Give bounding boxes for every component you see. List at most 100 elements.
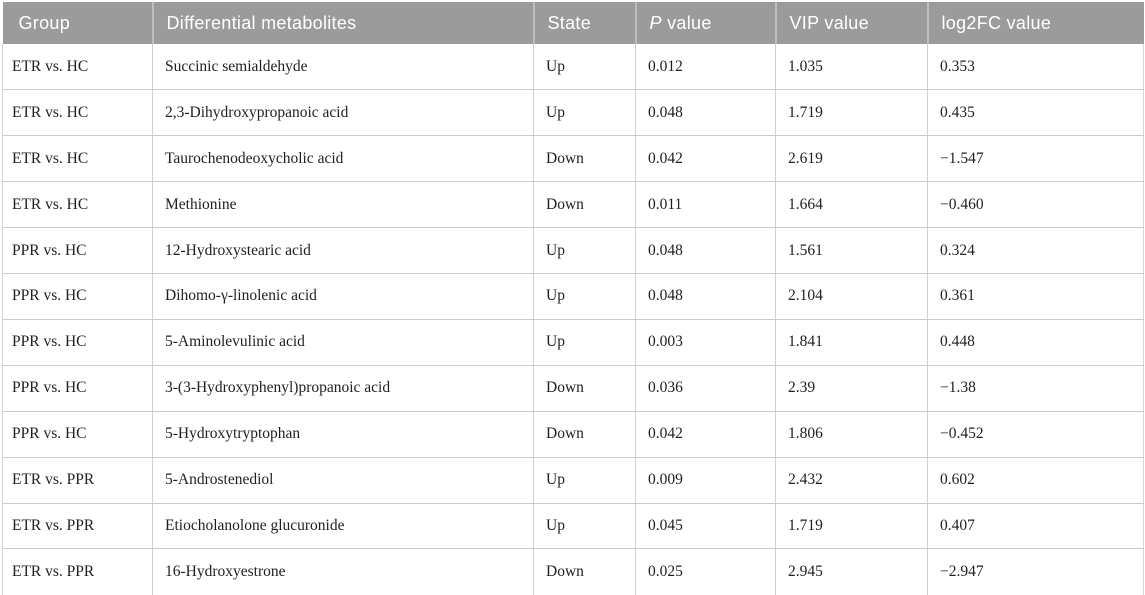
cell-metabolite: 3-(3-Hydroxyphenyl)propanoic acid [152,365,534,412]
cell-p-value: 0.048 [635,89,776,137]
cell-p-value: 0.009 [635,457,776,504]
table-row: PPR vs. HC 5-Aminolevulinic acid Up 0.00… [2,319,1144,366]
cell-metabolite: 16-Hydroxyestrone [152,548,534,595]
cell-vip-value: 2.432 [775,457,928,504]
cell-vip-value: 1.664 [775,181,928,229]
cell-log2fc-value: −1.547 [927,135,1144,183]
table-row: ETR vs. HC Succinic semialdehyde Up 0.01… [2,44,1144,91]
table-row: ETR vs. HC 2,3-Dihydroxypropanoic acid U… [2,89,1144,137]
header-text: VIP value [789,12,869,33]
cell-vip-value: 1.806 [775,411,928,458]
header-text: State [547,12,592,33]
column-header-differential-metabolites: Differential metabolites [151,2,534,44]
cell-vip-value: 1.719 [775,89,928,137]
column-header-p-value: P value [634,2,776,44]
cell-log2fc-value: 0.435 [927,89,1144,137]
cell-group: ETR vs. PPR [2,457,153,504]
cell-p-value: 0.042 [635,135,776,183]
cell-state: Down [533,181,636,229]
cell-metabolite: Succinic semialdehyde [152,44,534,91]
cell-vip-value: 2.39 [775,365,928,412]
cell-log2fc-value: 0.407 [927,503,1144,550]
cell-log2fc-value: −2.947 [927,548,1144,595]
cell-p-value: 0.003 [635,319,776,366]
cell-log2fc-value: 0.324 [927,227,1144,275]
cell-vip-value: 1.719 [775,503,928,550]
header-italic-part: P [649,12,662,33]
cell-group: PPR vs. HC [2,319,153,366]
cell-group: ETR vs. HC [2,135,153,183]
column-header-state: State [532,2,636,44]
header-text: value [661,12,712,33]
header-text: Differential metabolites [166,12,357,33]
cell-vip-value: 1.841 [775,319,928,366]
cell-metabolite: Dihomo-γ-linolenic acid [152,273,534,320]
cell-p-value: 0.048 [635,273,776,320]
table-row: PPR vs. HC 12-Hydroxystearic acid Up 0.0… [2,227,1144,275]
cell-group: ETR vs. PPR [2,548,153,595]
cell-p-value: 0.025 [635,548,776,595]
table-row: ETR vs. PPR Etiocholanolone glucuronide … [2,503,1144,550]
cell-p-value: 0.042 [635,411,776,458]
column-header-group: Group [2,2,153,44]
cell-metabolite: 5-Androstenediol [152,457,534,504]
column-header-vip-value: VIP value [774,2,928,44]
cell-group: ETR vs. HC [2,89,153,137]
cell-vip-value: 2.104 [775,273,928,320]
cell-log2fc-value: 0.361 [927,273,1144,320]
cell-log2fc-value: −0.460 [927,181,1144,229]
cell-log2fc-value: 0.602 [927,457,1144,504]
table-row: ETR vs. PPR 5-Androstenediol Up 0.009 2.… [2,457,1144,504]
table-row: PPR vs. HC 3-(3-Hydroxyphenyl)propanoic … [2,365,1144,412]
table-body: ETR vs. HC Succinic semialdehyde Up 0.01… [2,44,1144,595]
cell-vip-value: 1.035 [775,44,928,91]
cell-state: Up [533,227,636,275]
cell-vip-value: 1.561 [775,227,928,275]
table-row: ETR vs. HC Taurochenodeoxycholic acid Do… [2,135,1144,183]
header-text: Group [18,12,71,33]
header-text: log2FC value [941,12,1052,33]
cell-metabolite: Methionine [152,181,534,229]
cell-metabolite: 12-Hydroxystearic acid [152,227,534,275]
cell-log2fc-value: −1.38 [927,365,1144,412]
cell-state: Up [533,273,636,320]
cell-log2fc-value: −0.452 [927,411,1144,458]
cell-p-value: 0.048 [635,227,776,275]
cell-log2fc-value: 0.353 [927,44,1144,91]
cell-metabolite: Taurochenodeoxycholic acid [152,135,534,183]
cell-state: Up [533,503,636,550]
cell-vip-value: 2.619 [775,135,928,183]
cell-group: PPR vs. HC [2,411,153,458]
cell-p-value: 0.036 [635,365,776,412]
cell-group: PPR vs. HC [2,273,153,320]
cell-state: Up [533,89,636,137]
cell-group: PPR vs. HC [2,365,153,412]
cell-metabolite: 5-Hydroxytryptophan [152,411,534,458]
cell-group: PPR vs. HC [2,227,153,275]
table-row: PPR vs. HC 5-Hydroxytryptophan Down 0.04… [2,411,1144,458]
cell-state: Up [533,319,636,366]
cell-log2fc-value: 0.448 [927,319,1144,366]
cell-state: Down [533,548,636,595]
cell-p-value: 0.011 [635,181,776,229]
cell-p-value: 0.012 [635,44,776,91]
table-header-row: Group Differential metabolites State P v… [2,2,1144,44]
cell-metabolite: Etiocholanolone glucuronide [152,503,534,550]
cell-state: Down [533,365,636,412]
table-row: PPR vs. HC Dihomo-γ-linolenic acid Up 0.… [2,273,1144,320]
table-row: ETR vs. HC Methionine Down 0.011 1.664 −… [2,181,1144,229]
cell-state: Down [533,411,636,458]
cell-state: Down [533,135,636,183]
cell-group: ETR vs. HC [2,181,153,229]
cell-metabolite: 2,3-Dihydroxypropanoic acid [152,89,534,137]
cell-metabolite: 5-Aminolevulinic acid [152,319,534,366]
cell-state: Up [533,457,636,504]
column-header-log2fc-value: log2FC value [926,2,1144,44]
cell-state: Up [533,44,636,91]
cell-group: ETR vs. HC [2,44,153,91]
cell-vip-value: 2.945 [775,548,928,595]
table-row: ETR vs. PPR 16-Hydroxyestrone Down 0.025… [2,548,1144,595]
cell-group: ETR vs. PPR [2,503,153,550]
